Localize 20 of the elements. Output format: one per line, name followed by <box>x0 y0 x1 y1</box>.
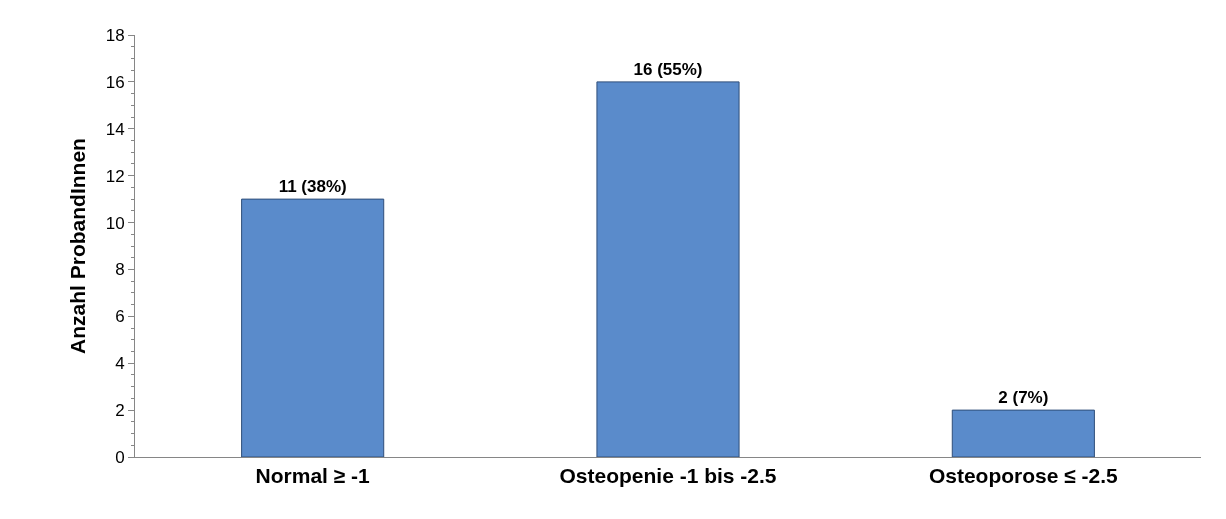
data-label: 16 (55%) <box>633 59 703 79</box>
bar <box>241 198 385 457</box>
y-tick-label: 6 <box>115 307 125 327</box>
y-tick-label: 0 <box>115 447 125 467</box>
y-tick-label: 14 <box>105 119 125 139</box>
x-tick-label: Osteoporose ≤ -2.5 <box>928 464 1119 488</box>
bar <box>596 81 740 457</box>
x-tick-label: Normal ≥ -1 <box>255 464 371 488</box>
y-tick-label: 8 <box>115 260 125 280</box>
y-tick-label: 12 <box>105 166 125 186</box>
y-tick-label: 2 <box>115 401 125 421</box>
y-tick-label: 18 <box>105 25 125 45</box>
data-label: 2 (7%) <box>998 388 1049 408</box>
y-tick-label: 10 <box>105 213 125 233</box>
x-tick-label: Osteopenie -1 bis -2.5 <box>559 464 777 488</box>
y-tick-label: 16 <box>105 72 125 92</box>
data-label: 11 (38%) <box>278 177 347 197</box>
y-axis-title: Anzahl ProbandInnen <box>65 138 89 354</box>
bar <box>951 409 1095 457</box>
y-tick-label: 4 <box>115 354 125 374</box>
